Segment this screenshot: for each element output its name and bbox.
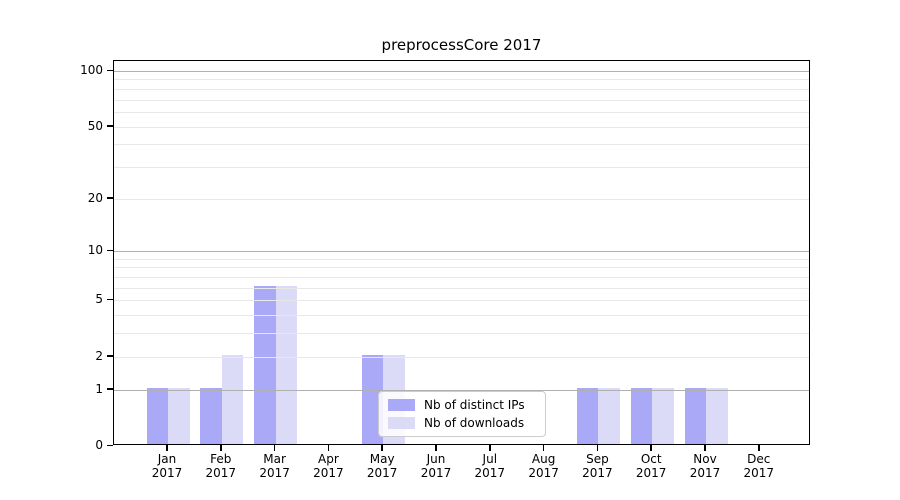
chart-title: preprocessCore 2017 xyxy=(381,36,542,54)
x-axis-tick xyxy=(704,445,706,451)
x-axis-tick xyxy=(220,445,222,451)
x-axis-tick xyxy=(327,445,330,451)
x-tick-label: Jul 2017 xyxy=(474,452,506,480)
x-axis-tick xyxy=(542,445,545,451)
legend-item-distinct-ips: Nb of distinct IPs xyxy=(388,398,536,412)
gridline-minor xyxy=(114,166,809,168)
bar-nb-of-downloads xyxy=(275,285,298,444)
x-tick-label: Feb 2017 xyxy=(205,452,237,480)
y-tick-label: 10 xyxy=(87,243,103,258)
x-axis-tick xyxy=(650,445,652,451)
x-tick-label: Oct 2017 xyxy=(635,452,667,480)
gridline-minor xyxy=(114,111,809,113)
x-tick-label: Apr 2017 xyxy=(313,452,344,480)
bar-nb-of-downloads xyxy=(652,387,674,444)
gridline-minor xyxy=(114,315,809,317)
x-tick-label: Mar 2017 xyxy=(259,452,290,480)
bar-nb-of-downloads xyxy=(706,387,728,444)
plot-area xyxy=(113,60,810,445)
x-tick-label: Nov 2017 xyxy=(689,452,721,480)
gridline-minor xyxy=(114,287,809,289)
y-axis-tick xyxy=(107,355,113,357)
x-tick-label: Sep 2017 xyxy=(582,452,613,480)
y-axis-tick xyxy=(107,298,113,301)
gridline-minor xyxy=(114,126,809,128)
gridline-minor xyxy=(114,300,809,302)
gridline-minor xyxy=(114,99,809,101)
gridline-minor xyxy=(114,79,809,81)
legend-swatch-downloads xyxy=(388,417,415,429)
bar-nb-of-distinct-ips xyxy=(576,387,599,444)
y-axis-tick xyxy=(107,69,113,71)
y-tick-label: 0 xyxy=(95,438,103,452)
gridline-minor xyxy=(114,356,809,358)
legend-label-distinct-ips: Nb of distinct IPs xyxy=(424,398,525,412)
bar-nb-of-distinct-ips xyxy=(361,354,384,444)
y-tick-label: 5 xyxy=(95,292,103,307)
x-axis-tick xyxy=(381,445,383,451)
y-axis-tick xyxy=(107,444,113,446)
gridline-minor xyxy=(114,258,809,260)
gridline-minor xyxy=(114,277,809,279)
gridline-major xyxy=(114,71,809,72)
gridline-minor xyxy=(114,144,809,146)
y-tick-label: 50 xyxy=(87,118,103,133)
x-tick-label: Jan 2017 xyxy=(151,452,183,480)
legend-swatch-distinct-ips xyxy=(388,399,415,411)
x-axis-tick xyxy=(596,445,599,451)
y-tick-label: 20 xyxy=(87,190,103,205)
gridline-minor xyxy=(114,333,809,335)
bar-nb-of-downloads xyxy=(168,387,190,444)
y-axis-tick xyxy=(107,125,113,127)
y-axis-tick xyxy=(107,388,113,390)
x-tick-label: Dec 2017 xyxy=(743,452,775,480)
bar-nb-of-distinct-ips xyxy=(684,387,706,444)
x-axis-tick xyxy=(273,445,276,451)
x-tick-label: May 2017 xyxy=(366,452,398,480)
y-axis-tick xyxy=(107,197,113,199)
y-tick-label: 2 xyxy=(95,348,103,363)
gridline-major xyxy=(114,389,809,391)
y-axis-tick xyxy=(107,249,113,252)
x-axis-tick xyxy=(489,445,491,451)
bar-nb-of-downloads xyxy=(598,387,620,444)
legend-label-downloads: Nb of downloads xyxy=(424,416,525,430)
x-tick-label: Jun 2017 xyxy=(420,452,452,480)
y-tick-label: 100 xyxy=(80,63,103,77)
legend-item-downloads: Nb of downloads xyxy=(388,416,536,430)
y-tick-label: 1 xyxy=(95,381,103,396)
gridline-minor xyxy=(114,198,809,200)
x-axis-tick xyxy=(435,445,437,451)
bar-nb-of-distinct-ips xyxy=(146,387,168,444)
bar-nb-of-distinct-ips xyxy=(630,387,653,444)
x-axis-tick xyxy=(166,445,168,451)
bar-nb-of-distinct-ips xyxy=(200,387,222,444)
x-tick-label: Aug 2017 xyxy=(528,452,559,480)
gridline-major xyxy=(114,251,809,253)
bar-nb-of-distinct-ips xyxy=(254,285,276,444)
legend: Nb of distinct IPs Nb of downloads xyxy=(378,391,546,437)
gridline-minor xyxy=(114,267,809,269)
x-axis-tick xyxy=(758,445,760,451)
gridline-minor xyxy=(114,88,809,90)
bar-nb-of-downloads xyxy=(221,354,244,444)
